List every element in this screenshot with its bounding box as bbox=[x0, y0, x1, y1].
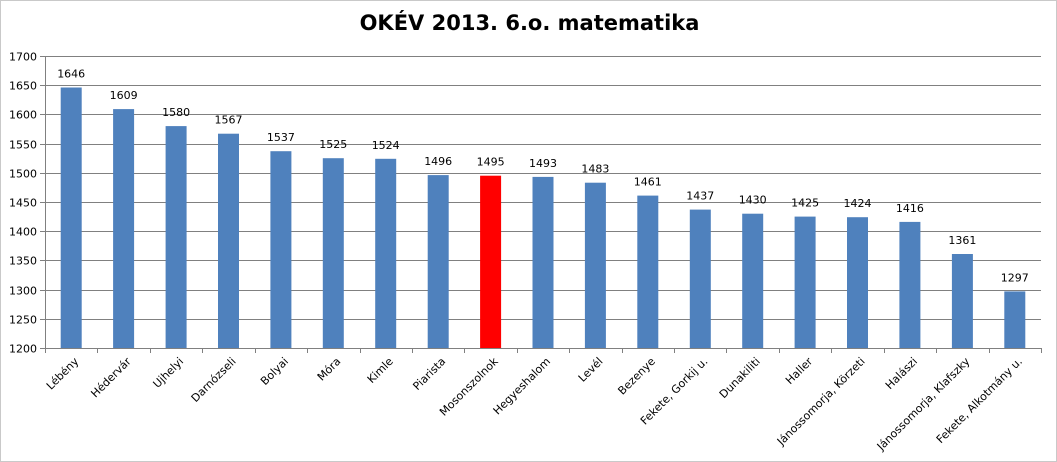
data-label: 1567 bbox=[215, 114, 243, 127]
y-tick-label: 1600 bbox=[9, 109, 37, 122]
data-label: 1524 bbox=[372, 139, 400, 152]
data-label: 1495 bbox=[477, 156, 505, 169]
category-label: Piarista bbox=[410, 355, 448, 393]
bar bbox=[584, 182, 606, 348]
data-label: 1609 bbox=[110, 89, 138, 102]
bar bbox=[480, 175, 502, 348]
category-label: Bolyai bbox=[258, 355, 291, 388]
chart-title: OKÉV 2013. 6.o. matematika bbox=[359, 11, 700, 35]
bar bbox=[113, 109, 135, 348]
category-label: Darnózseli bbox=[189, 355, 239, 405]
y-tick-label: 1300 bbox=[9, 285, 37, 298]
data-label: 1361 bbox=[948, 234, 976, 247]
y-tick-label: 1400 bbox=[9, 226, 37, 239]
y-tick-label: 1200 bbox=[9, 343, 37, 356]
bar bbox=[689, 209, 711, 348]
category-label: Fekete, Alkotmány u. bbox=[934, 355, 1025, 446]
y-tick-label: 1550 bbox=[9, 139, 37, 152]
bar bbox=[637, 195, 659, 348]
bar bbox=[60, 87, 82, 348]
data-label: 1646 bbox=[57, 68, 85, 81]
category-label: Bezenye bbox=[615, 355, 658, 398]
category-label: Dunakiliti bbox=[717, 355, 763, 401]
data-label: 1424 bbox=[844, 197, 872, 210]
data-label: 1416 bbox=[896, 202, 924, 215]
data-label: 1537 bbox=[267, 131, 295, 144]
data-label: 1461 bbox=[634, 176, 662, 189]
bar bbox=[322, 158, 344, 348]
bars bbox=[60, 87, 1026, 348]
bar bbox=[532, 176, 554, 348]
data-label: 1496 bbox=[424, 155, 452, 168]
category-label: Ujhelyi bbox=[151, 355, 187, 391]
y-tick-label: 1650 bbox=[9, 80, 37, 93]
y-tick-label: 1450 bbox=[9, 197, 37, 210]
data-label: 1425 bbox=[791, 197, 819, 210]
data-label: 1493 bbox=[529, 157, 557, 170]
data-label: 1483 bbox=[581, 163, 609, 176]
y-tick-label: 1500 bbox=[9, 168, 37, 181]
category-label: Haller bbox=[783, 355, 815, 387]
labels: 1200 1250 1300 1350 1400 1450 1500 1550 1600 1650… bbox=[9, 51, 1029, 454]
bar bbox=[951, 254, 973, 348]
category-label: Jánossomorja, Körzeti bbox=[774, 355, 868, 449]
data-label: 1297 bbox=[1001, 271, 1029, 284]
category-label: Levél bbox=[576, 355, 606, 385]
bar bbox=[742, 213, 764, 348]
bar bbox=[165, 126, 187, 348]
y-tick-label: 1350 bbox=[9, 255, 37, 268]
bar bbox=[270, 151, 292, 348]
bar bbox=[218, 133, 239, 348]
category-label: Kimle bbox=[365, 355, 396, 386]
bar bbox=[1004, 291, 1026, 348]
data-label: 1525 bbox=[319, 138, 347, 151]
bar bbox=[899, 221, 921, 348]
axes bbox=[40, 56, 1042, 353]
bar bbox=[847, 217, 868, 348]
y-tick-label: 1250 bbox=[9, 314, 37, 327]
category-label: Móra bbox=[315, 355, 344, 384]
category-label: Hédervár bbox=[88, 355, 134, 401]
bar bbox=[794, 216, 816, 348]
y-tick-label: 1700 bbox=[9, 51, 37, 64]
data-label: 1437 bbox=[686, 190, 714, 203]
bar bbox=[427, 175, 449, 348]
category-label: Jánossomorja, Klafszky bbox=[874, 355, 973, 454]
category-label: Lébény bbox=[44, 355, 82, 393]
category-label: Halászi bbox=[883, 355, 920, 392]
data-label: 1430 bbox=[739, 194, 767, 207]
data-label: 1580 bbox=[162, 106, 190, 119]
bar bbox=[375, 158, 397, 348]
